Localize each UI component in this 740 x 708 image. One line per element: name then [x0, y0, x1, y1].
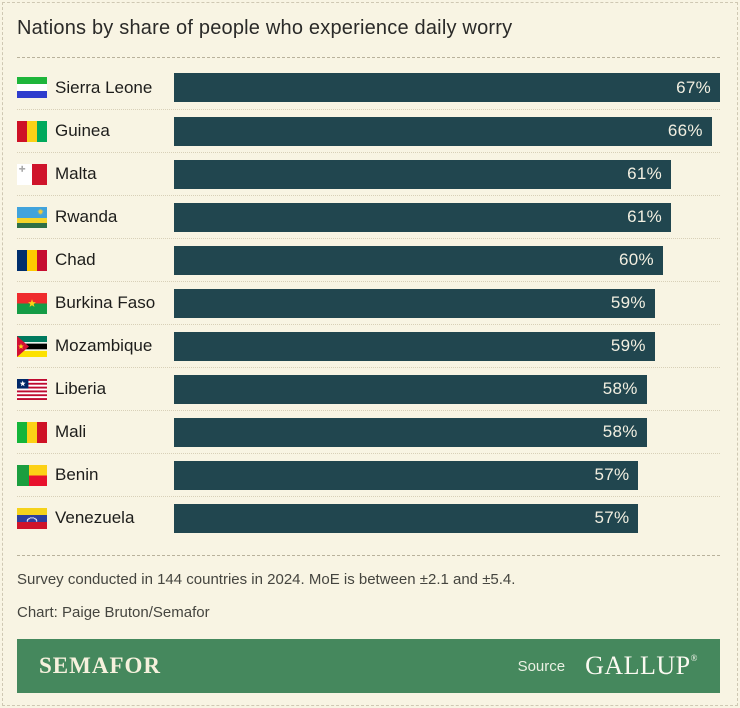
bar: 57% [174, 460, 639, 490]
chart-row: Chad 60% [17, 238, 720, 281]
bar: 61% [174, 159, 672, 189]
bar: 58% [174, 374, 647, 404]
bar: 60% [174, 245, 663, 275]
bar-value-label: 58% [602, 422, 638, 441]
chart-row: Sierra Leone 67% [17, 66, 720, 109]
bar: 66% [174, 116, 712, 146]
country-name: Mali [55, 422, 87, 441]
bar-track: 60% [174, 245, 720, 275]
bar-value-label: 59% [610, 293, 646, 312]
flag-rwanda-icon [17, 206, 47, 228]
row-label: Benin [17, 464, 174, 486]
bar: 58% [174, 417, 647, 447]
country-name: Benin [55, 465, 99, 484]
bar-track: 61% [174, 159, 720, 189]
bar-track: 59% [174, 331, 720, 361]
bar: 59% [174, 288, 655, 318]
bar-value-label: 57% [594, 508, 630, 527]
bar-value-label: 61% [627, 164, 663, 183]
row-label: Mozambique [17, 335, 174, 357]
credit-note: Chart: Paige Bruton/Semafor [17, 604, 210, 621]
bar-track: 61% [174, 202, 720, 232]
chart-rows: Sierra Leone 67% Guinea 66% Malta 61% [17, 66, 720, 539]
country-name: Sierra Leone [55, 77, 153, 97]
bar-track: 57% [174, 460, 720, 490]
gallup-logo: GALLUP® [585, 651, 698, 680]
bar-track: 58% [174, 417, 720, 447]
row-label: Sierra Leone [17, 77, 174, 98]
bar-value-label: 67% [676, 77, 711, 97]
semafor-logo: SEMAFOR [39, 653, 161, 678]
chart-row: Mozambique 59% [17, 324, 720, 367]
source-label: Source [517, 657, 566, 675]
row-label: Malta [17, 163, 174, 185]
row-label: Burkina Faso [17, 292, 174, 314]
flag-chad-icon [17, 249, 47, 271]
flag-venezuela-icon [17, 507, 47, 529]
bar: 67% [174, 73, 720, 102]
country-name: Chad [55, 250, 96, 269]
bar: 61% [174, 202, 672, 232]
bar-value-label: 59% [610, 336, 646, 355]
country-name: Burkina Faso [55, 293, 156, 312]
chart-title: Nations by share of people who experienc… [17, 17, 513, 39]
country-name: Malta [55, 164, 97, 183]
brand-bar: SEMAFOR Source GALLUP® [17, 639, 720, 693]
bar-track: 59% [174, 288, 720, 318]
chart-row: Rwanda 61% [17, 195, 720, 238]
notes-separator [17, 555, 720, 556]
country-name: Mozambique [55, 336, 153, 355]
bar-value-label: 58% [602, 379, 638, 398]
bar: 59% [174, 331, 655, 361]
flag-burkina-faso-icon [17, 292, 47, 314]
flag-benin-icon [17, 464, 47, 486]
chart-row: Liberia 58% [17, 367, 720, 410]
country-name: Liberia [55, 379, 107, 398]
bar: 57% [174, 503, 639, 533]
bar-track: 67% [174, 73, 720, 102]
flag-sierra-leone-icon [17, 77, 47, 98]
bar-track: 57% [174, 503, 720, 533]
chart-row: Benin 57% [17, 453, 720, 496]
row-label: Guinea [17, 120, 174, 142]
country-name: Guinea [55, 121, 110, 140]
country-name: Venezuela [55, 508, 135, 527]
country-name: Rwanda [55, 207, 118, 226]
chart-row: Guinea 66% [17, 109, 720, 152]
bar-value-label: 66% [667, 121, 703, 140]
flag-mali-icon [17, 421, 47, 443]
bar-track: 66% [174, 116, 720, 146]
bar-value-label: 60% [619, 250, 654, 269]
bar-value-label: 61% [627, 207, 663, 226]
flag-guinea-icon [17, 120, 47, 142]
row-label: Venezuela [17, 507, 174, 529]
row-label: Rwanda [17, 206, 174, 228]
chart-row: Burkina Faso 59% [17, 281, 720, 324]
source-group: Source GALLUP® [518, 651, 698, 681]
title-separator [17, 57, 720, 58]
flag-liberia-icon [17, 378, 47, 400]
registered-mark-icon: ® [690, 653, 698, 663]
chart-content: Nations by share of people who experienc… [17, 0, 720, 693]
survey-note: Survey conducted in 144 countries in 202… [17, 571, 516, 588]
chart-row: Venezuela 57% [17, 496, 720, 539]
row-label: Chad [17, 249, 174, 271]
bar-value-label: 57% [594, 465, 630, 484]
row-label: Liberia [17, 378, 174, 400]
bar-track: 58% [174, 374, 720, 404]
chart-row: Mali 58% [17, 410, 720, 453]
flag-mozambique-icon [17, 335, 47, 357]
chart-row: Malta 61% [17, 152, 720, 195]
row-label: Mali [17, 421, 174, 443]
flag-malta-icon [17, 163, 47, 185]
